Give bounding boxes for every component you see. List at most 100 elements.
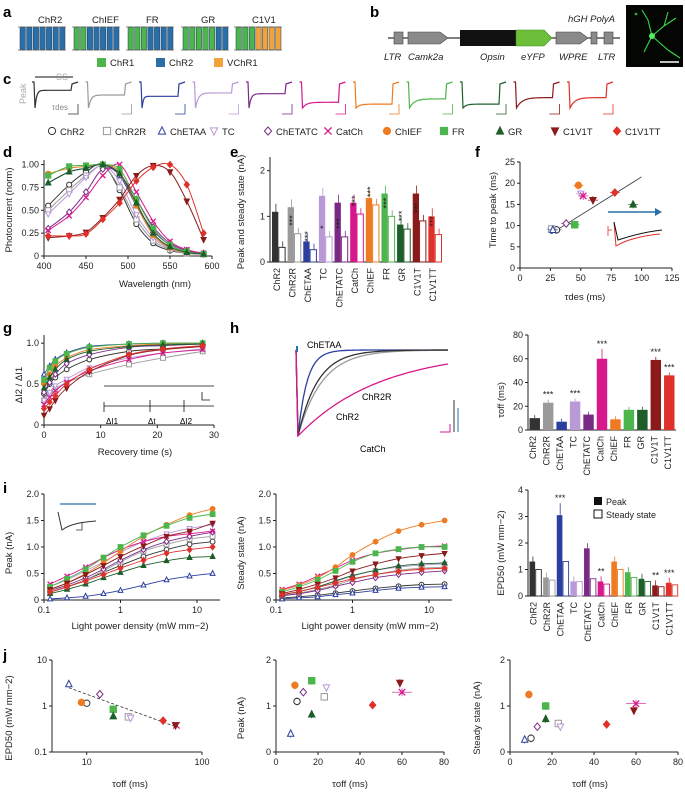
marker-ChETAA (157, 125, 167, 135)
panel-label-b: b (370, 4, 379, 21)
marker-C1V1TT (82, 577, 89, 585)
tm-helix (113, 26, 120, 51)
panel-label-e: e (230, 144, 238, 161)
legend-label-chr1: ChR1 (110, 58, 134, 69)
h-bar-ChR2 (529, 418, 540, 430)
marker-C1V1TT (610, 188, 619, 197)
trace-label-tau: τdes (52, 103, 68, 112)
e-bar-peak-ChR2R (287, 207, 294, 262)
h-bar-FR (623, 409, 635, 430)
light-pulse-bar (35, 76, 73, 78)
ltr-label-left: LTR (384, 52, 401, 63)
i3-ytick-label: 1 (518, 565, 523, 575)
tm-helix (182, 26, 189, 51)
polya-box (590, 31, 598, 45)
i3-cat-ChIEF: ChIEF (610, 602, 620, 628)
i3-cat-FR: FR (624, 602, 634, 614)
marker-FR (41, 377, 47, 383)
j2-xtick-label: 80 (439, 757, 449, 767)
marker-ChIEF (382, 126, 392, 136)
marker-C1V1TT (209, 543, 216, 551)
d-line-FR (48, 163, 204, 255)
h-cat-C1V1TT: C1V1TT (663, 436, 673, 470)
scalebar-GR (496, 104, 507, 115)
h-cat-ChETATC: ChETATC (582, 436, 592, 476)
i2-xtick-label: 1 (350, 605, 355, 615)
d-xtick-label: 550 (162, 261, 177, 271)
h-cat-ChR2: ChR2 (528, 436, 538, 459)
d-ylabel: Photocurrent (norm) (4, 167, 15, 252)
panel-label-f: f (475, 144, 481, 161)
i3-ytick-label: 3 (518, 512, 523, 522)
j2-ytick-label: 1 (266, 701, 271, 711)
panel-label-i: i (3, 480, 7, 497)
e-sig-TC: * (319, 225, 329, 229)
e-bar-peak-ChETAA (303, 241, 310, 262)
i3-cat-GR: GR (637, 601, 647, 615)
i3-bar-ss-C1V1TT (671, 584, 679, 597)
tm-helix (222, 26, 229, 51)
marker-ChETATC (533, 722, 542, 732)
legend-label-C1V1T: C1V1T (563, 127, 593, 138)
h-label-chr2r: ChR2R (362, 392, 392, 402)
legend-label-ChR2R: ChR2R (115, 127, 146, 138)
d-xtick-label: 500 (120, 261, 135, 271)
i3-bar-ss-ChETATC (589, 578, 597, 597)
tm-helix (235, 26, 242, 51)
marker-ChIEF (574, 181, 583, 190)
marker-GR (163, 556, 170, 564)
e-ytick-label: 2 (260, 166, 265, 176)
marker-FR (209, 511, 216, 518)
marker-C1V1TT (46, 398, 53, 406)
marker-ChETAA (64, 679, 73, 688)
i3-legend-swatch-peak (594, 497, 602, 505)
tm-helix (140, 26, 147, 51)
d-ytick-label: 0 (34, 251, 39, 261)
marker-CatCh (133, 188, 140, 196)
j2-xtick-label: 60 (397, 757, 407, 767)
marker-CatCh (45, 227, 52, 234)
trace-FR (406, 81, 453, 111)
scalebar-TC (228, 104, 239, 115)
d-xtick-label: 600 (204, 261, 219, 271)
e-bar-ss-ChETAA (309, 249, 317, 263)
h-ytick-label: 40 (513, 378, 523, 388)
e-sig-C1V1TT: *** (428, 216, 438, 227)
marker-C1V1T (332, 575, 339, 582)
marker-TC (82, 174, 90, 182)
j1-ytick-label: 10 (37, 655, 47, 665)
e-bar-peak-ChIEF (365, 198, 373, 262)
chart-d-action-spectra: 400 450 500 550 600 0 0.25 0.50 0.75 1.00 (21, 160, 219, 271)
trace-TC (192, 81, 239, 109)
marker-ChR2 (527, 734, 535, 742)
chart-j-peak-vs-toff: 0 20 40 60 80 0 1 2 (266, 655, 449, 767)
i3-cat-ChR2R: ChR2R (542, 602, 552, 632)
marker-CatCh (323, 126, 333, 136)
f-xtick-label: 0 (517, 273, 522, 283)
j3-axes (509, 660, 678, 753)
marker-C1V1TT (332, 579, 339, 587)
legend-label-CatCh: CatCh (336, 127, 363, 138)
i3-sig-C1V1T: ** (652, 570, 660, 580)
tm-helix (80, 26, 87, 51)
marker-TC (52, 383, 59, 390)
marker-ChETAA (349, 589, 356, 596)
marker-C1V1TT (125, 350, 133, 359)
marker-FR (52, 358, 59, 365)
marker-ChETAA (186, 572, 193, 579)
chart-j-epd50-vs-toff: 10 100 0.1 1 10 (34, 655, 209, 767)
scalebar-ChETATC (282, 104, 293, 115)
f-xtick-label: 25 (545, 273, 555, 283)
marker-GR (541, 714, 550, 723)
marker-GR (99, 160, 107, 168)
g-xtick-label: 0 (41, 430, 46, 440)
j3-ytick-label: 2 (500, 655, 505, 665)
h-bar-ChIEF (610, 419, 621, 430)
tm-helix (19, 26, 26, 51)
i3-ytick-label: 4 (518, 485, 523, 495)
marker-ChETATC (562, 219, 571, 228)
eyfp-label: eYFP (521, 52, 545, 63)
e-cat-C1V1TT: C1V1TT (428, 268, 438, 302)
panel-label-h: h (230, 320, 239, 337)
tm-helix (154, 26, 161, 51)
